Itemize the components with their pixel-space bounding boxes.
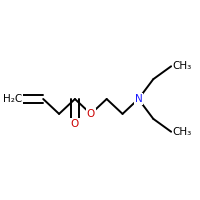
Text: N: N: [135, 94, 142, 104]
Text: H₂C: H₂C: [3, 94, 22, 104]
Text: CH₃: CH₃: [172, 127, 191, 137]
Text: O: O: [71, 119, 79, 129]
Text: O: O: [87, 109, 95, 119]
Text: CH₃: CH₃: [172, 61, 191, 71]
